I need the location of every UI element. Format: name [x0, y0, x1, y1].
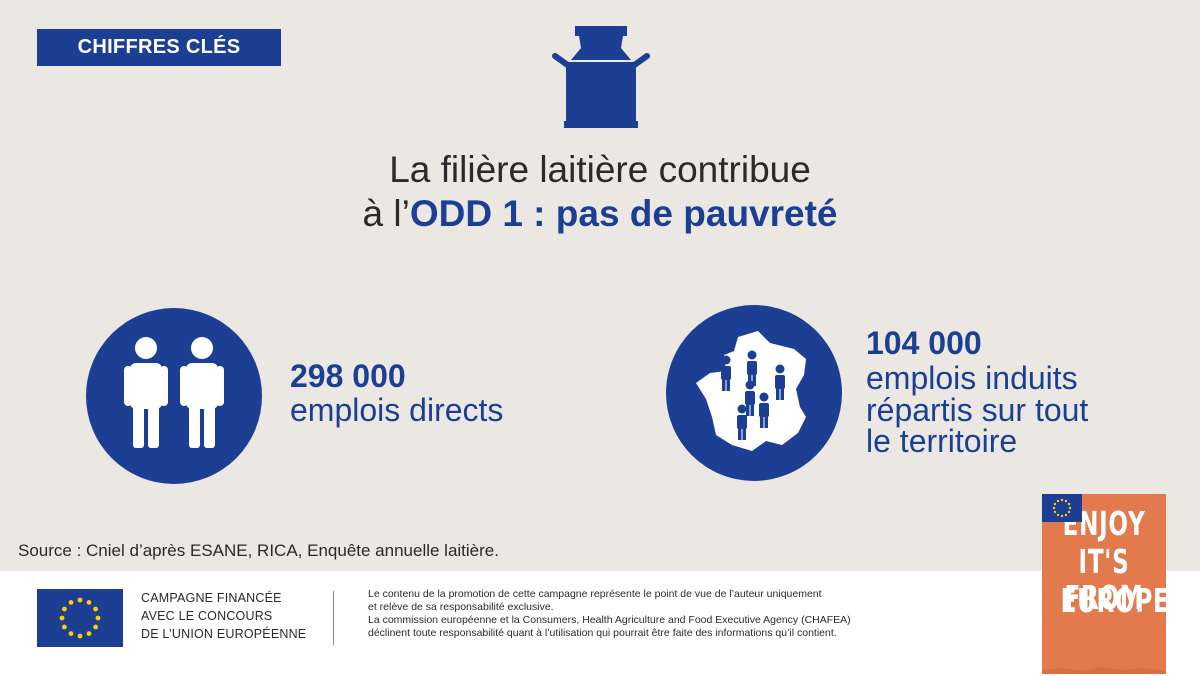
direct-jobs-circle — [86, 308, 262, 484]
badge-line-3: EUROPE — [1060, 581, 1170, 620]
headline-line-2: à l’ODD 1 : pas de pauvreté — [0, 192, 1200, 236]
legal-text-2: et relève de sa responsabilité exclusive… — [368, 601, 554, 613]
footer-divider — [333, 591, 334, 645]
enjoy-europe-badge: ENJOY IT'S FROM EUROPE — [1042, 494, 1170, 674]
badge-line-2: IT'S FROM — [1064, 542, 1144, 617]
legal-text-4: déclinent toute responsabilité quant à l… — [368, 627, 837, 639]
eu-flag-icon — [37, 589, 123, 647]
campaign-text-1: CAMPAGNE FINANCÉE — [141, 591, 282, 605]
milk-can-icon — [552, 26, 650, 128]
induced-jobs-label-3: le territoire — [866, 423, 1018, 459]
headline-line-1: La filière laitière contribue — [389, 149, 811, 190]
france-map-people-icon — [696, 331, 806, 451]
induced-jobs-label-1: emplois induits — [866, 360, 1078, 396]
induced-jobs-value: 104 000 — [866, 325, 982, 361]
two-people-icon — [124, 337, 224, 448]
badge-eu-flag-icon — [1042, 494, 1082, 522]
direct-jobs-value: 298 000 — [290, 358, 406, 394]
headline-emphasis: ODD 1 : pas de pauvreté — [409, 193, 838, 234]
campaign-text-3: DE L’UNION EUROPÉENNE — [141, 627, 307, 641]
campaign-text-2: AVEC LE CONCOURS — [141, 609, 273, 623]
direct-jobs-label: emplois directs — [290, 392, 504, 428]
footer: CAMPAGNE FINANCÉE AVEC LE CONCOURS DE L’… — [0, 571, 1200, 676]
legal-text-3: La commission européenne et la Consumers… — [368, 614, 851, 626]
badge-texture — [1042, 494, 1166, 674]
source-note: Source : Cniel d’après ESANE, RICA, Enqu… — [18, 541, 499, 560]
induced-jobs-circle — [666, 305, 842, 481]
induced-jobs-label-2: répartis sur tout — [866, 392, 1089, 428]
section-tag: CHIFFRES CLÉS — [37, 29, 281, 66]
headline-prefix: à l’ — [362, 193, 410, 234]
legal-text-1: Le contenu de la promotion de cette camp… — [368, 588, 822, 600]
